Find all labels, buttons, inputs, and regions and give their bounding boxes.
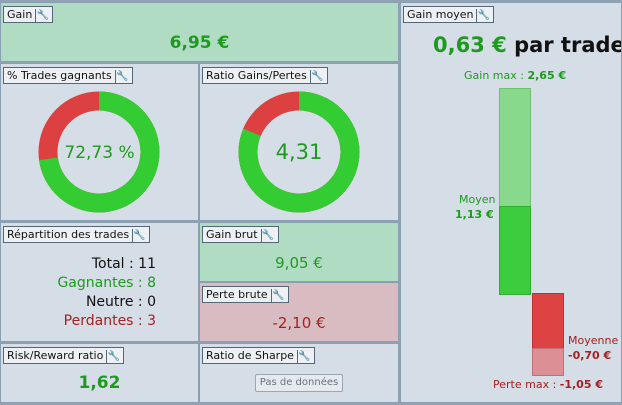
distribution-neutral: Neutre : 0 <box>85 294 156 310</box>
risk-reward-title-tag: Risk/Reward ratio 🔧 <box>3 347 125 364</box>
avg-win-bar <box>499 206 531 295</box>
gain-panel: Gain 🔧 6,95 € <box>0 2 399 62</box>
risk-reward-panel: Risk/Reward ratio 🔧 1,62 <box>0 343 199 403</box>
max-loss-label: Perte max : <box>493 378 557 391</box>
win-rate-value: 72,73 % <box>64 143 135 163</box>
avg-gain-headline: 0,63 € par trade <box>433 33 622 57</box>
distribution-winners: Gagnantes : 8 <box>57 275 156 291</box>
distribution-losers: Perdantes : 3 <box>63 313 156 329</box>
gain-loss-ratio-value: 4,31 <box>275 140 323 164</box>
avg-win-value: 1,13 € <box>455 208 494 221</box>
gain-loss-ratio-win-arc <box>238 91 360 213</box>
gain-loss-ratio-title-tag: Ratio Gains/Pertes 🔧 <box>202 67 328 84</box>
gain-title: Gain <box>7 8 33 21</box>
avg-win-label: Moyen <box>459 193 496 206</box>
avg-gain-title-tag: Gain moyen 🔧 <box>403 6 495 23</box>
distribution-panel: Répartition des trades 🔧 Total : 11 Gagna… <box>0 222 199 342</box>
win-rate-title: % Trades gagnants <box>7 69 112 82</box>
win-rate-donut <box>38 91 160 213</box>
sharpe-title: Ratio de Sharpe <box>206 349 294 362</box>
gross-loss-panel: Perte brute 🔧 -2,10 € <box>199 282 399 342</box>
win-rate-win-arc <box>38 91 160 213</box>
wrench-icon[interactable]: 🔧 <box>296 350 311 363</box>
win-rate-panel: % Trades gagnants 🔧 72,73 % <box>0 63 199 221</box>
gross-loss-title-tag: Perte brute 🔧 <box>202 286 289 303</box>
no-data-button[interactable]: Pas de données <box>255 374 343 392</box>
distribution-title-tag: Répartition des trades 🔧 <box>3 226 151 243</box>
risk-reward-value: 1,62 <box>78 373 121 393</box>
avg-gain-headline-suffix: par trade <box>514 33 622 57</box>
wrench-icon[interactable]: 🔧 <box>476 9 491 22</box>
gross-loss-title: Perte brute <box>206 288 268 301</box>
max-gain-caption: Gain max : 2,65 € <box>464 69 566 82</box>
gross-gain-title-tag: Gain brut 🔧 <box>202 226 279 243</box>
avg-loss-bar <box>532 293 564 349</box>
gross-gain-panel: Gain brut 🔧 9,05 € <box>199 222 399 282</box>
win-rate-title-tag: % Trades gagnants 🔧 <box>3 67 133 84</box>
avg-gain-headline-value: 0,63 € <box>433 33 507 57</box>
sharpe-title-tag: Ratio de Sharpe 🔧 <box>202 347 315 364</box>
max-loss-caption: Perte max : -1,05 € <box>493 378 603 391</box>
avg-loss-value: -0,70 € <box>568 349 612 362</box>
max-gain-value: 2,65 € <box>527 69 567 82</box>
gross-gain-value: 9,05 € <box>275 254 323 272</box>
max-loss-value: -1,05 € <box>559 378 603 391</box>
gain-title-tag: Gain 🔧 <box>3 6 54 23</box>
gain-loss-ratio-donut <box>238 91 360 213</box>
wrench-icon[interactable]: 🔧 <box>114 70 129 83</box>
distribution-title: Répartition des trades <box>7 228 130 241</box>
max-loss-bar <box>532 348 564 376</box>
risk-reward-title: Risk/Reward ratio <box>7 349 104 362</box>
gain-loss-ratio-title: Ratio Gains/Pertes <box>206 69 307 82</box>
distribution-total: Total : 11 <box>91 256 156 272</box>
wrench-icon[interactable]: 🔧 <box>270 289 285 302</box>
wrench-icon[interactable]: 🔧 <box>260 229 275 242</box>
sharpe-panel: Ratio de Sharpe 🔧 Pas de données <box>199 343 399 403</box>
max-gain-bar <box>499 88 531 207</box>
gain-value: 6,95 € <box>169 33 230 53</box>
avg-loss-label: Moyenne <box>568 334 619 347</box>
wrench-icon[interactable]: 🔧 <box>132 229 146 242</box>
wrench-icon[interactable]: 🔧 <box>309 70 324 83</box>
max-gain-label: Gain max : <box>464 69 524 82</box>
wrench-icon[interactable]: 🔧 <box>106 350 121 363</box>
gross-gain-title: Gain brut <box>206 228 258 241</box>
gross-loss-value: -2,10 € <box>272 314 326 332</box>
avg-gain-panel: Gain moyen 🔧 0,63 € par trade Gain max : … <box>400 2 622 403</box>
avg-gain-title: Gain moyen <box>407 8 474 21</box>
gain-loss-ratio-panel: Ratio Gains/Pertes 🔧 4,31 <box>199 63 399 221</box>
wrench-icon[interactable]: 🔧 <box>35 9 50 22</box>
